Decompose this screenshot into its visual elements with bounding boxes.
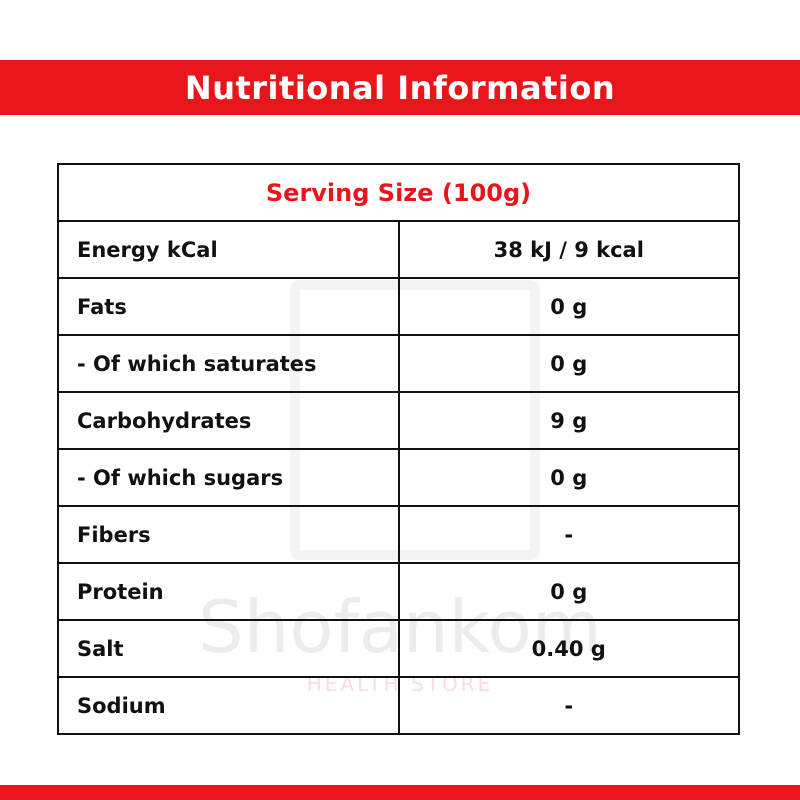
table-body: Energy kCal 38 kJ / 9 kcal Fats 0 g- Of whi… bbox=[57, 220, 740, 735]
nutrient-name: Energy kCal bbox=[57, 220, 400, 279]
nutrient-row: Carbohydrates 9 g bbox=[57, 391, 740, 450]
nutrient-row: Fats 0 g bbox=[57, 277, 740, 336]
caption-row: Serving Size (100g) bbox=[57, 163, 740, 222]
nutrient-row: Energy kCal 38 kJ / 9 kcal bbox=[57, 220, 740, 279]
nutrient-value: 0 g bbox=[397, 277, 740, 336]
nutrient-name: Salt bbox=[57, 619, 400, 678]
nutrient-value: - bbox=[397, 505, 740, 564]
nutrient-value: 0 g bbox=[397, 562, 740, 621]
nutrient-row: - Of which sugars 0 g bbox=[57, 448, 740, 507]
nutrient-value: 38 kJ / 9 kcal bbox=[397, 220, 740, 279]
nutrient-name: Fibers bbox=[57, 505, 400, 564]
nutrient-row: Fibers - bbox=[57, 505, 740, 564]
footer-bar bbox=[0, 785, 800, 800]
nutrient-name: Protein bbox=[57, 562, 400, 621]
nutrition-table: Serving Size (100g) Energy kCal 38 kJ / 9… bbox=[57, 163, 740, 735]
nutrient-name: Fats bbox=[57, 277, 400, 336]
nutrient-value: 0 g bbox=[397, 448, 740, 507]
nutrient-name: - Of which saturates bbox=[57, 334, 400, 393]
nutrient-name: Carbohydrates bbox=[57, 391, 400, 450]
nutrient-value: 0.40 g bbox=[397, 619, 740, 678]
nutrient-name: - Of which sugars bbox=[57, 448, 400, 507]
title-banner: Nutritional Information bbox=[0, 60, 800, 115]
nutrient-value: 9 g bbox=[397, 391, 740, 450]
title: Nutritional Information bbox=[184, 68, 616, 107]
nutrient-row: Protein 0 g bbox=[57, 562, 740, 621]
nutrient-row: Sodium - bbox=[57, 676, 740, 735]
nutrient-value: 0 g bbox=[397, 334, 740, 393]
nutrient-name: Sodium bbox=[57, 676, 400, 735]
nutrient-row: Salt 0.40 g bbox=[57, 619, 740, 678]
nutrient-row: - Of which saturates 0 g bbox=[57, 334, 740, 393]
nutrient-value: - bbox=[397, 676, 740, 735]
caption: Serving Size (100g) bbox=[57, 163, 740, 222]
